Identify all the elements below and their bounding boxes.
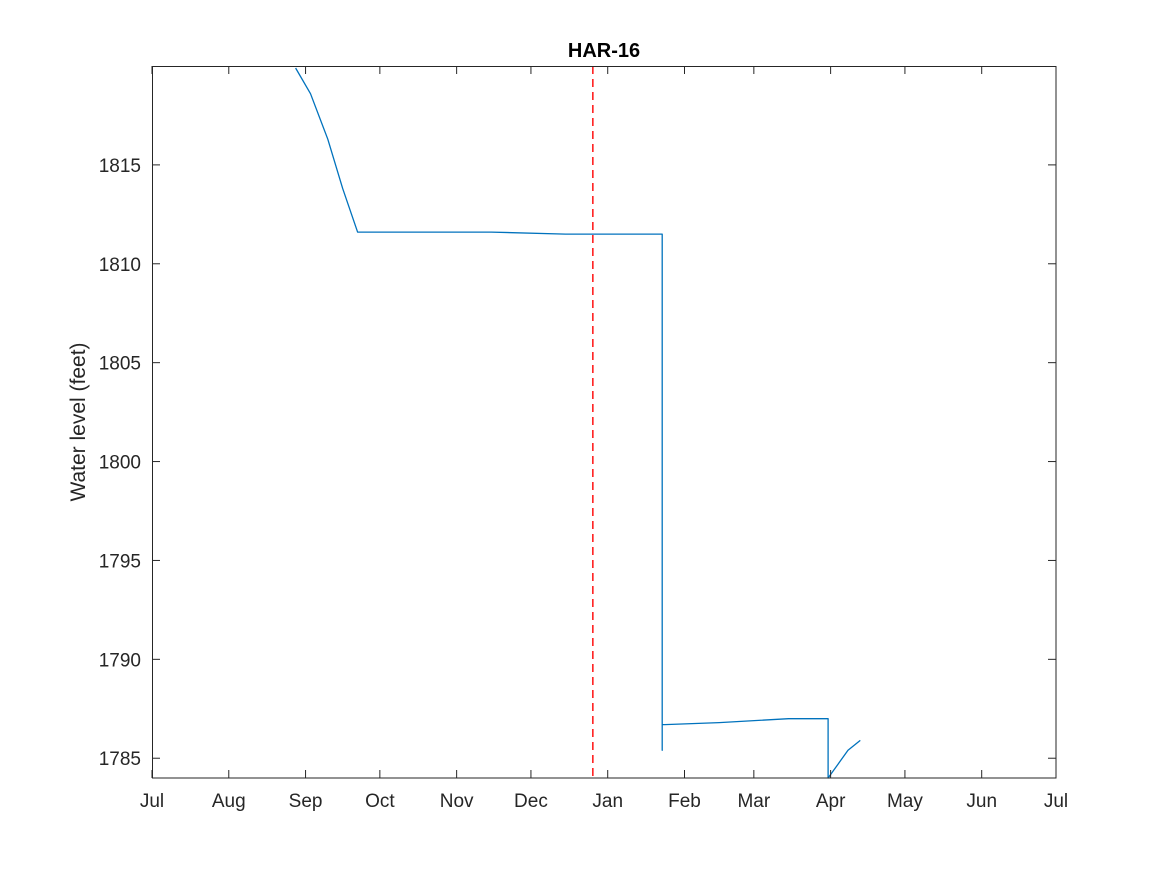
- chart-marks: [295, 66, 861, 779]
- plot-area: [152, 66, 1056, 778]
- x-tick-label: Jul: [140, 791, 164, 812]
- y-tick-label: 1805: [99, 354, 141, 375]
- y-tick-label: 1810: [99, 255, 141, 276]
- x-tick-label: Apr: [816, 791, 846, 812]
- x-tick-label: Oct: [365, 791, 395, 812]
- x-tick-label: Jan: [592, 791, 623, 812]
- y-tick-label: 1790: [99, 650, 141, 671]
- x-tick-label: Feb: [668, 791, 701, 812]
- y-tick-label: 1785: [99, 749, 141, 770]
- x-tick-label: Jul: [1044, 791, 1068, 812]
- plot-frame: [152, 66, 1057, 779]
- x-tick-label: Aug: [212, 791, 246, 812]
- y-axis: 1785 1790 1795 1800 1805 1810 1815: [99, 156, 1056, 770]
- x-tick-label: Jun: [966, 791, 997, 812]
- x-tick-label: Dec: [514, 791, 548, 812]
- y-axis-label: Water level (feet): [67, 342, 90, 501]
- x-tick-label: Nov: [440, 791, 474, 812]
- y-tick-label: 1800: [99, 453, 141, 474]
- y-tick-label: 1795: [99, 551, 141, 572]
- y-tick-label: 1815: [99, 156, 141, 177]
- x-tick-label: Sep: [289, 791, 323, 812]
- water-level-series-line: [295, 67, 861, 779]
- x-tick-label: Mar: [737, 791, 770, 812]
- x-axis: Jul Aug Sep Oct Nov Dec Jan Feb Mar Apr May Jun Jul: [140, 66, 1068, 812]
- x-tick-label: May: [887, 791, 923, 812]
- chart-title: HAR-16: [568, 40, 640, 62]
